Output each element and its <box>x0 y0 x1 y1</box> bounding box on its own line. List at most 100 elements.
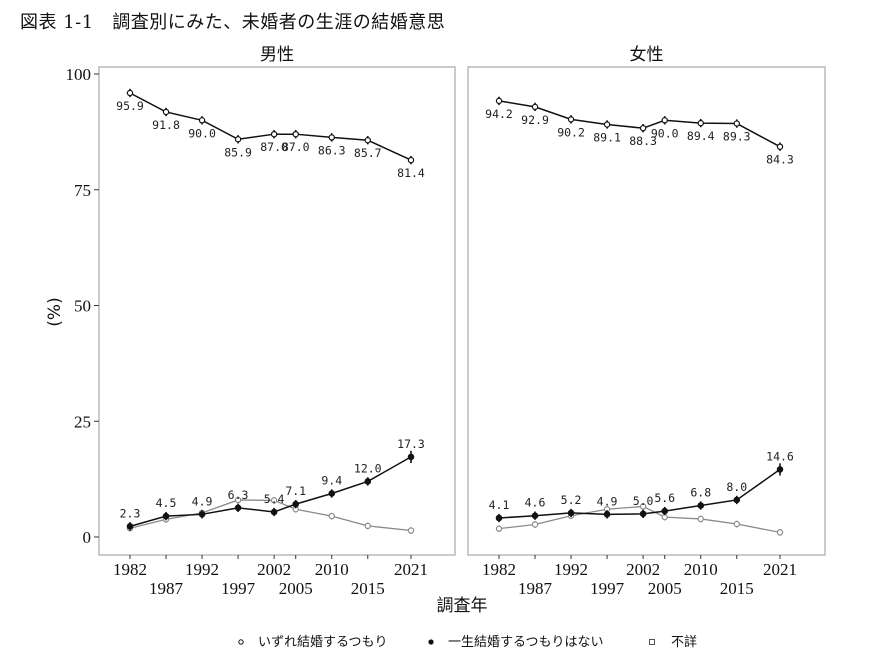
marker-open-circle <box>162 108 170 116</box>
x-tick-label: 1982 <box>482 560 516 579</box>
legend-item-unknown: 不詳 <box>649 634 697 650</box>
x-tick-label: 2005 <box>279 579 313 598</box>
x-tick-label: 2002 <box>626 560 660 579</box>
x-tick-label: 1997 <box>221 579 256 598</box>
marker-filled-circle <box>292 500 300 508</box>
data-label: 6.3 <box>228 488 249 502</box>
marker-open-circle <box>531 103 539 111</box>
marker-open-circle <box>234 136 242 143</box>
panel-male: 男性 0 25 50 75 100 1982198719921997200220052010… <box>66 45 456 598</box>
marker-filled-circle <box>126 523 134 530</box>
data-label: 4.9 <box>192 494 213 508</box>
marker-filled-circle <box>567 509 575 517</box>
x-tick-label: 1982 <box>113 560 147 579</box>
data-label: 5.2 <box>561 493 582 507</box>
marker-open-circle <box>531 521 539 528</box>
marker-open-circle <box>328 134 335 141</box>
marker-filled-circle <box>364 478 372 485</box>
data-label: 89.3 <box>723 130 751 144</box>
data-label: 89.4 <box>687 129 715 143</box>
marker-filled-circle <box>697 502 705 509</box>
panel-strip-label: 男性 <box>260 45 294 65</box>
data-label: 5.0 <box>633 494 654 508</box>
marker-filled-circle <box>495 514 503 522</box>
x-tick-label: 2015 <box>351 579 385 598</box>
series-intend: 95.9 91.8 90.0 85.9 87.087.0 86.3 85.7 81.4 <box>116 88 425 180</box>
data-label: 90.0 <box>188 126 216 140</box>
data-label: 90.0 <box>651 126 679 140</box>
data-label: 5.4 <box>264 492 285 506</box>
marker-filled-circle <box>407 453 415 461</box>
marker-open-circle <box>495 525 503 532</box>
marker-open-circle <box>733 520 740 528</box>
y-tick-label: 100 <box>66 65 92 84</box>
legend-open-circle-icon <box>238 639 244 645</box>
marker-open-circle <box>328 512 335 520</box>
data-label: 88.3 <box>629 134 657 148</box>
figure-title: 図表 1-1 調査別にみた、未婚者の生涯の結婚意思 <box>20 12 446 33</box>
data-label: 12.0 <box>354 461 382 475</box>
legend-item-never: 一生結婚するつもりはない <box>428 635 603 650</box>
marker-open-circle <box>661 117 668 124</box>
legend-open-square-icon <box>649 639 655 645</box>
y-tick-label: 75 <box>74 181 91 200</box>
marker-open-circle <box>407 527 415 534</box>
marker-open-circle <box>364 522 371 530</box>
legend: いずれ結婚するつもり 一生結婚するつもりはない 不詳 <box>238 634 697 650</box>
data-label: 81.4 <box>397 166 425 180</box>
marker-open-circle <box>234 496 242 504</box>
data-label: 4.9 <box>597 494 618 508</box>
marker-open-circle <box>639 503 647 510</box>
marker-filled-circle <box>661 507 669 515</box>
data-label: 17.3 <box>397 437 425 451</box>
panel-frame <box>98 66 456 556</box>
x-tick-label: 2021 <box>763 560 797 579</box>
legend-label: 一生結婚するつもりはない <box>448 635 603 650</box>
marker-filled-circle <box>776 466 784 473</box>
data-label: 91.8 <box>152 118 180 132</box>
data-label: 85.9 <box>224 145 252 159</box>
x-tick-label: 2005 <box>648 579 682 598</box>
data-label: 92.9 <box>521 113 549 127</box>
x-axis-title: 調査年 <box>437 596 488 616</box>
x-tick-label: 1987 <box>518 579 553 598</box>
x-tick-label: 2010 <box>684 560 718 579</box>
data-label: 89.1 <box>593 130 621 144</box>
marker-open-circle <box>270 497 278 504</box>
data-label: 94.2 <box>485 107 513 121</box>
marker-open-circle <box>661 513 668 521</box>
x-tick-label: 2015 <box>720 579 754 598</box>
marker-open-circle <box>567 116 575 123</box>
legend-label: いずれ結婚するつもり <box>258 635 387 650</box>
y-tick-label: 50 <box>74 297 91 316</box>
x-tick-label: 2010 <box>315 560 349 579</box>
y-tick-label: 25 <box>74 412 91 431</box>
legend-filled-circle-icon <box>428 639 434 645</box>
x-tick-label: 1992 <box>185 560 219 579</box>
marker-open-circle <box>198 117 206 124</box>
marker-open-circle <box>292 130 299 138</box>
data-label: 8.0 <box>726 480 747 494</box>
data-label: 84.3 <box>766 153 794 167</box>
series-never: 4.1 4.6 5.2 4.9 5.0 5.6 6.8 8.0 14.6 <box>489 449 794 523</box>
legend-label: 不詳 <box>671 634 697 650</box>
data-label: 95.9 <box>116 99 144 113</box>
data-label: 85.7 <box>354 146 382 160</box>
series-intend: 94.2 92.9 90.2 89.1 88.390.0 89.4 89.3 84.3 <box>485 96 794 167</box>
marker-open-circle <box>364 137 371 144</box>
x-tick-label: 1987 <box>149 579 184 598</box>
data-label: 5.6 <box>654 491 675 505</box>
marker-filled-circle <box>234 504 242 512</box>
data-label: 87.0 <box>282 140 310 154</box>
series-never: 2.3 4.5 4.9 6.3 5.47.1 9.4 12.0 17.3 <box>120 437 425 531</box>
marker-filled-circle <box>270 508 278 516</box>
data-label: 86.3 <box>318 143 346 157</box>
marker-open-circle <box>776 529 784 536</box>
marker-open-circle <box>697 119 704 127</box>
data-label: 9.4 <box>321 473 342 487</box>
x-tick-label: 1992 <box>554 560 588 579</box>
data-label: 90.2 <box>557 125 585 139</box>
marker-open-circle <box>270 130 278 138</box>
